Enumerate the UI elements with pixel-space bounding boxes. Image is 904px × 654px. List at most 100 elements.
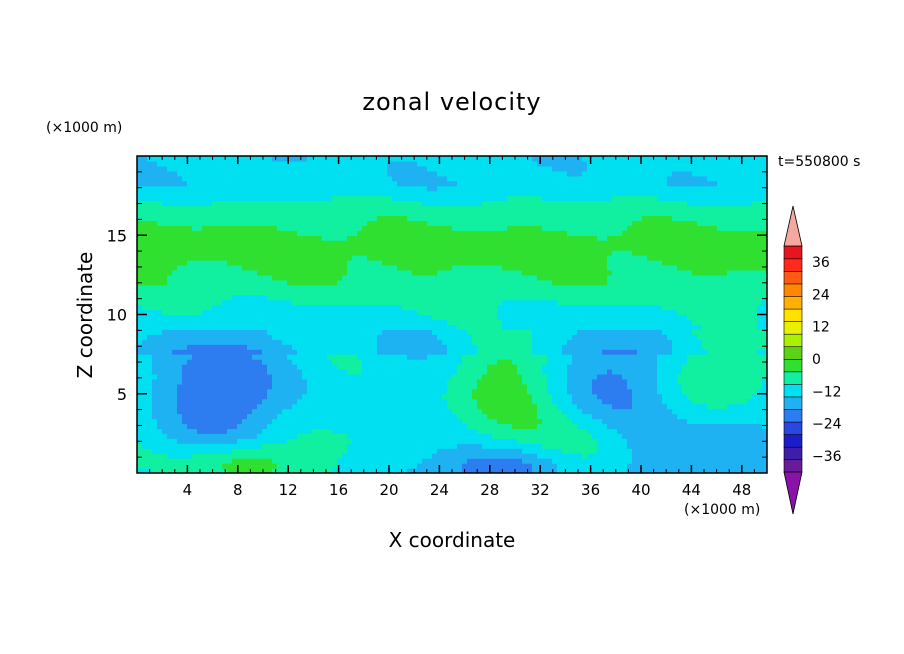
field-cell bbox=[372, 349, 378, 355]
field-cell bbox=[187, 398, 193, 405]
field-cell bbox=[337, 344, 343, 350]
field-cell bbox=[432, 156, 438, 162]
field-cell bbox=[232, 299, 238, 306]
field-cell bbox=[282, 383, 288, 390]
field-cell bbox=[272, 215, 278, 221]
field-cell bbox=[182, 443, 188, 449]
field-cell bbox=[227, 438, 233, 444]
field-cell bbox=[167, 443, 173, 449]
field-cell bbox=[477, 418, 483, 425]
field-cell bbox=[312, 314, 318, 321]
field-cell bbox=[497, 304, 503, 311]
field-cell bbox=[207, 364, 213, 370]
field-cell bbox=[417, 220, 423, 226]
field-cell bbox=[297, 215, 303, 221]
field-cell bbox=[337, 423, 343, 430]
field-cell bbox=[367, 329, 373, 335]
field-cell bbox=[162, 324, 168, 330]
field-cell bbox=[512, 279, 518, 286]
field-cell bbox=[382, 170, 388, 177]
field-cell bbox=[177, 309, 183, 316]
field-cell bbox=[202, 165, 208, 172]
field-cell bbox=[427, 250, 433, 256]
field-cell bbox=[357, 393, 363, 400]
field-cell bbox=[522, 195, 528, 202]
field-cell bbox=[467, 274, 473, 281]
field-cell bbox=[282, 200, 288, 207]
field-cell bbox=[452, 230, 458, 236]
field-cell bbox=[252, 205, 258, 212]
field-cell bbox=[202, 393, 208, 400]
field-cell bbox=[442, 156, 448, 162]
field-cell bbox=[182, 319, 188, 325]
field-cell bbox=[332, 378, 338, 385]
field-cell bbox=[392, 354, 398, 360]
field-cell bbox=[332, 433, 338, 439]
field-cell bbox=[137, 423, 143, 430]
field-cell bbox=[482, 383, 488, 390]
field-cell bbox=[447, 200, 453, 207]
field-cell bbox=[197, 344, 203, 350]
field-cell bbox=[292, 349, 298, 355]
field-cell bbox=[242, 235, 248, 241]
field-cell bbox=[192, 170, 198, 177]
field-cell bbox=[512, 373, 518, 380]
field-cell bbox=[492, 334, 498, 340]
field-cell bbox=[152, 339, 158, 345]
field-cell bbox=[292, 443, 298, 449]
field-cell bbox=[342, 200, 348, 207]
field-cell bbox=[337, 255, 343, 261]
field-cell bbox=[237, 279, 243, 286]
field-cell bbox=[457, 448, 463, 454]
field-cell bbox=[307, 220, 313, 226]
field-cell bbox=[402, 354, 408, 360]
field-cell bbox=[412, 354, 418, 360]
field-cell bbox=[422, 368, 428, 375]
field-cell bbox=[407, 190, 413, 197]
field-cell bbox=[247, 468, 253, 473]
field-cell bbox=[177, 403, 183, 410]
field-cell bbox=[192, 309, 198, 316]
field-cell bbox=[252, 428, 258, 434]
field-cell bbox=[262, 383, 268, 390]
field-cell bbox=[387, 245, 393, 251]
field-cell bbox=[522, 438, 528, 444]
field-cell bbox=[157, 373, 163, 380]
field-cell bbox=[522, 334, 528, 340]
field-cell bbox=[152, 255, 158, 261]
field-cell bbox=[282, 260, 288, 266]
field-cell bbox=[397, 210, 403, 217]
field-cell bbox=[297, 393, 303, 400]
field-cell bbox=[267, 319, 273, 325]
field-cell bbox=[422, 294, 428, 301]
field-cell bbox=[407, 468, 413, 473]
field-cell bbox=[147, 289, 153, 296]
field-cell bbox=[277, 284, 283, 291]
field-cell bbox=[292, 433, 298, 439]
field-cell bbox=[442, 220, 448, 226]
field-cell bbox=[212, 423, 218, 430]
field-cell bbox=[382, 349, 388, 355]
field-cell bbox=[177, 264, 183, 271]
field-cell bbox=[142, 240, 148, 246]
field-cell bbox=[267, 428, 273, 434]
field-cell bbox=[242, 190, 248, 197]
field-cell bbox=[377, 185, 383, 192]
field-cell bbox=[452, 373, 458, 380]
field-cell bbox=[432, 368, 438, 375]
field-cell bbox=[212, 334, 218, 340]
field-cell bbox=[267, 289, 273, 296]
field-cell bbox=[212, 388, 218, 395]
field-cell bbox=[142, 250, 148, 256]
field-cell bbox=[202, 354, 208, 360]
field-cell bbox=[452, 200, 458, 207]
field-cell bbox=[497, 269, 503, 276]
field-cell bbox=[422, 269, 428, 276]
field-cell bbox=[352, 378, 358, 385]
field-cell bbox=[427, 458, 433, 464]
field-cell bbox=[397, 299, 403, 306]
field-cell bbox=[402, 403, 408, 410]
field-cell bbox=[432, 344, 438, 350]
field-cell bbox=[432, 185, 438, 192]
field-cell bbox=[467, 398, 473, 405]
